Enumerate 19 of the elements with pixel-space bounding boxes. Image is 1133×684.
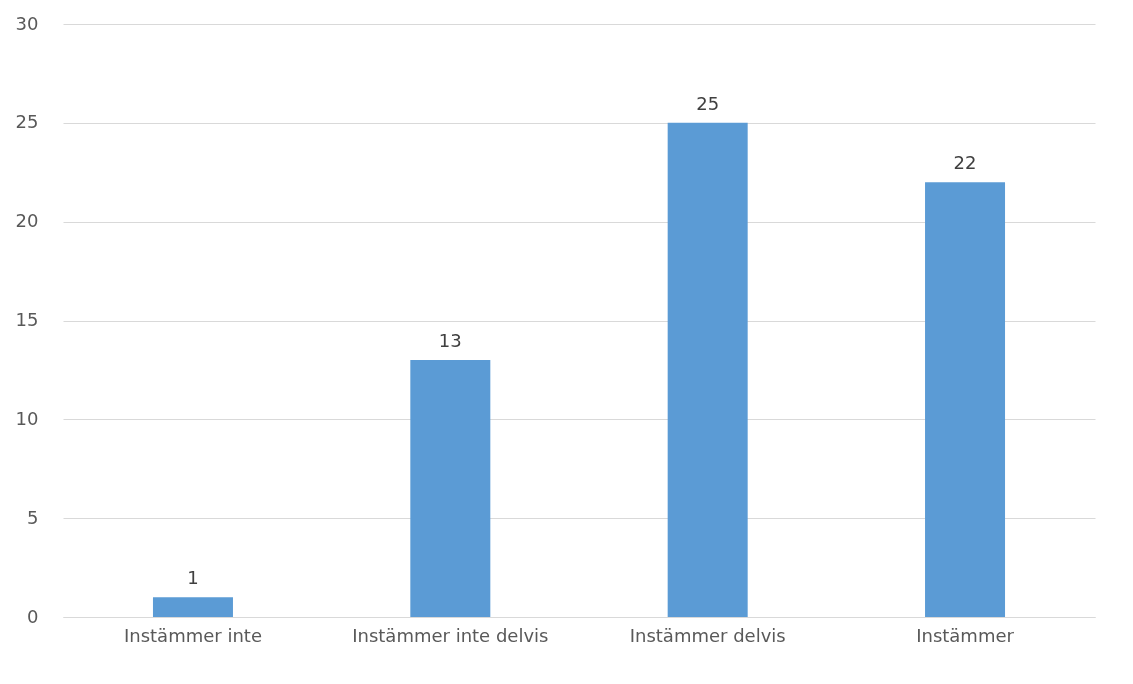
bar	[925, 182, 1006, 617]
y-tick-label: 25	[15, 111, 39, 133]
x-tick-label: Instämmer inte	[123, 624, 262, 646]
y-tick-label: 30	[15, 12, 39, 34]
x-tick-label: Instämmer inte delvis	[352, 624, 549, 646]
y-tick-label: 0	[27, 605, 39, 627]
bar	[152, 597, 233, 617]
y-tick-label: 20	[15, 210, 39, 232]
data-label: 13	[438, 330, 462, 352]
data-label: 22	[953, 152, 977, 174]
data-label: 1	[187, 567, 199, 589]
y-tick-label: 15	[15, 309, 39, 330]
data-label: 25	[696, 92, 720, 114]
x-tick-label: Instämmer delvis	[629, 624, 786, 646]
y-tick-label: 10	[15, 407, 39, 429]
y-tick-label: 5	[27, 506, 39, 528]
bar	[410, 360, 491, 617]
bar	[667, 122, 748, 617]
x-tick-label: Instämmer	[916, 624, 1015, 646]
